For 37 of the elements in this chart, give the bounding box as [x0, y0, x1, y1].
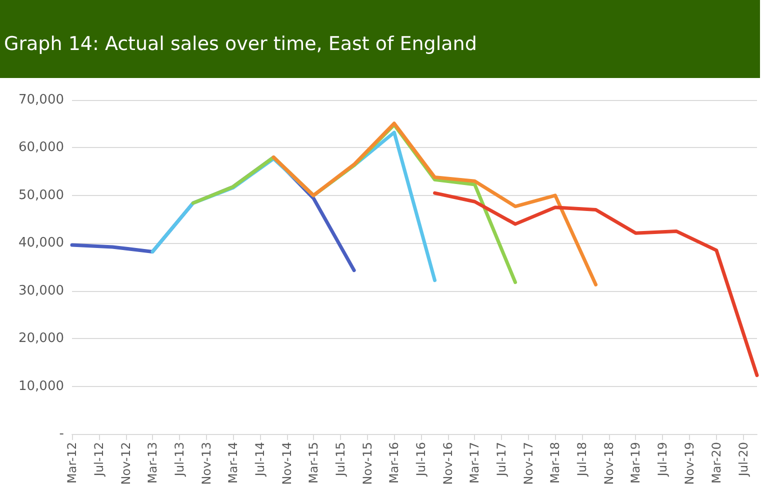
x-tick-label: Jul-18 — [575, 442, 590, 478]
y-tick-label: 30,000 — [18, 283, 64, 298]
x-tick-label: Nov-18 — [602, 442, 616, 485]
x-tick-label: Mar-15 — [306, 442, 320, 484]
y-tick-label: 70,000 — [18, 92, 64, 108]
y-tick-label: - — [59, 426, 64, 442]
x-tick-label: Jul-12 — [92, 442, 106, 478]
x-tick-label: Jul-16 — [414, 442, 428, 478]
y-tick-label: 40,000 — [18, 236, 64, 251]
x-tick-label: Mar-20 — [709, 442, 724, 484]
x-tick-label: Jul-13 — [172, 442, 186, 478]
x-tick-label: Nov-12 — [119, 442, 134, 485]
line-series — [433, 191, 759, 378]
y-tick-label: 10,000 — [18, 378, 64, 394]
x-tick-label: Jul-19 — [656, 442, 670, 478]
x-tick-label: Nov-16 — [441, 442, 456, 485]
x-tick-label: Mar-19 — [628, 442, 643, 484]
y-tick-label: 50,000 — [18, 188, 64, 203]
x-tick-label: Jul-14 — [252, 442, 267, 478]
x-tick-label: Jul-20 — [736, 442, 750, 478]
x-tick-label: Jul-17 — [494, 442, 509, 478]
x-tick-label: Jul-15 — [333, 442, 348, 478]
x-tick-label: Mar-17 — [468, 442, 482, 484]
line-series — [272, 122, 598, 286]
x-tick-label: Mar-16 — [387, 442, 402, 484]
x-tick-label: Nov-17 — [522, 442, 536, 485]
chart-title: Graph 14: Actual sales over time, East of England — [0, 0, 760, 78]
x-tick-label: Nov-13 — [200, 442, 214, 485]
x-tick-label: Nov-15 — [360, 442, 375, 485]
x-tick-label: Mar-13 — [145, 442, 160, 484]
y-tick-label: 60,000 — [18, 140, 64, 156]
x-tick-label: Nov-19 — [682, 442, 697, 485]
x-tick-label: Mar-18 — [548, 442, 562, 484]
x-tick-label: Mar-12 — [65, 442, 79, 484]
x-tick-label: Mar-14 — [226, 442, 240, 484]
y-tick-label: 20,000 — [18, 331, 64, 346]
x-tick-label: Nov-14 — [280, 442, 294, 485]
